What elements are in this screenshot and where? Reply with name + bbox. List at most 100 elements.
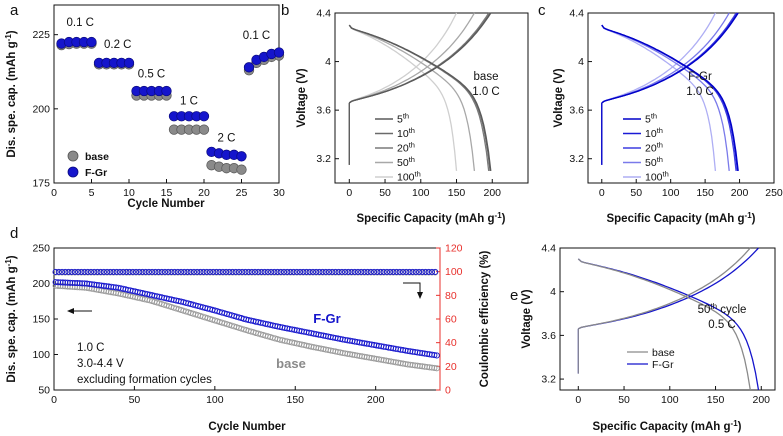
capacity-point-fgr xyxy=(431,352,438,359)
panel-c-ylabel: Voltage (V) xyxy=(553,68,565,127)
ce-point-fgr xyxy=(387,268,394,275)
y-tick-label: 3.2 xyxy=(541,374,556,386)
panel-e-ylabel: Voltage (V) xyxy=(521,289,533,348)
panel-a-ylabel: Dis. spe. cap. (mAh g-1) xyxy=(4,30,19,157)
ce-point-fgr xyxy=(255,268,262,275)
ce-point-fgr xyxy=(68,268,75,275)
ce-point-fgr xyxy=(325,268,333,275)
ce-point-fgr xyxy=(316,268,323,275)
ce-point-fgr xyxy=(187,268,194,275)
panel-e-curves xyxy=(577,247,760,391)
point-fgr xyxy=(243,62,255,73)
ce-point-fgr xyxy=(358,268,365,275)
ce-point-fgr xyxy=(55,268,62,275)
ce-point-fgr xyxy=(91,268,98,275)
ce-point-fgr xyxy=(223,268,230,275)
y2-tick-label: 40 xyxy=(445,337,457,349)
ce-point-fgr xyxy=(248,268,255,275)
y-tick-label: 200 xyxy=(32,278,50,290)
ce-point-fgr xyxy=(84,268,91,275)
panel-a: a 0 5 10 15 20 25 30 175 200 225 0.1 C 0.2 C 0.5 C 1… xyxy=(4,2,285,210)
x-tick-label: 0 xyxy=(575,394,581,406)
ce-point-fgr xyxy=(403,268,410,275)
ce-point-fgr xyxy=(309,268,316,275)
ce-point-fgr xyxy=(364,268,371,275)
x-tick-label: 200 xyxy=(753,394,771,406)
y-tick-label: 4.4 xyxy=(569,8,584,20)
point-base xyxy=(236,164,247,175)
panel-b-ylabel: Voltage (V) xyxy=(296,68,308,127)
panel-d: d 0 50 100 150 20050100150200250020406080100… xyxy=(4,225,492,433)
ce-point-fgr xyxy=(422,268,429,275)
legend-number: 20 xyxy=(397,143,409,155)
ce-point-fgr xyxy=(239,268,246,275)
panel-e-annotation-rest: cycle xyxy=(717,304,746,316)
ce-point-fgr xyxy=(116,268,123,275)
ce-point-fgr xyxy=(371,268,378,275)
panel-b-annotation-1: base xyxy=(474,71,499,83)
y-tick-label: 175 xyxy=(32,178,50,190)
y-tick-label: 4 xyxy=(325,56,331,68)
panel-e-annotation-sup: th xyxy=(710,302,717,311)
legend-label-5th: 5th xyxy=(397,111,409,126)
ce-point-fgr xyxy=(338,268,345,275)
x-tick-label: 150 xyxy=(286,394,304,406)
ce-point-fgr xyxy=(104,268,111,275)
left-arrow-head xyxy=(67,308,74,314)
point-fgr xyxy=(273,47,285,58)
rate-label: 0.2 C xyxy=(104,39,132,51)
legend-label-5th: 5th xyxy=(645,111,657,126)
panel-a-points xyxy=(56,36,285,175)
discharge-curve-20th xyxy=(348,24,490,171)
y-tick-label: 250 xyxy=(32,243,50,255)
panel-d-label: d xyxy=(10,225,18,242)
ce-point-fgr xyxy=(235,268,243,275)
ce-point-fgr xyxy=(197,268,204,275)
ce-point-fgr xyxy=(300,268,307,275)
panel-d-annotation-2: 3.0-4.4 V xyxy=(77,358,124,370)
ce-point-fgr xyxy=(313,268,320,275)
panel-c-annotation-1: F-Gr xyxy=(688,71,712,83)
ce-point-fgr xyxy=(345,268,352,275)
ce-point-fgr xyxy=(380,268,387,275)
ce-point-fgr xyxy=(377,268,384,275)
ce-point-fgr xyxy=(274,268,281,275)
y2-tick-label: 80 xyxy=(445,290,457,302)
ce-point-fgr xyxy=(335,268,342,275)
legend-superscript: th xyxy=(663,169,669,178)
ce-point-fgr xyxy=(280,268,288,275)
ce-point-fgr xyxy=(190,268,197,275)
x-tick-label: 50 xyxy=(630,187,642,199)
ce-point-fgr xyxy=(374,268,381,275)
x-tick-label: 100 xyxy=(412,187,430,199)
y-tick-label: 100 xyxy=(32,349,50,361)
x-tick-label: 150 xyxy=(707,394,725,406)
ce-point-fgr xyxy=(367,268,374,275)
y-tick-label: 150 xyxy=(32,314,50,326)
capacity-point-fgr xyxy=(433,352,440,359)
panel-d-points xyxy=(52,268,440,372)
ce-point-fgr xyxy=(194,268,201,275)
ce-point-fgr xyxy=(87,268,95,275)
legend-marker-fgr xyxy=(67,166,79,178)
panel-d-annotation-3: excluding formation cycles xyxy=(77,374,212,386)
legend-label-100th: 100th xyxy=(645,169,669,184)
x-tick-label: 200 xyxy=(483,187,501,199)
x-tick-label: 50 xyxy=(379,187,391,199)
ce-point-fgr xyxy=(213,268,220,275)
panel-d-annotation-1: 1.0 C xyxy=(77,342,105,354)
point-fgr xyxy=(236,151,247,162)
x-tick-label: 250 xyxy=(765,187,783,199)
panel-a-legend: base F-Gr xyxy=(67,150,109,179)
ce-point-fgr xyxy=(261,268,268,275)
legend-superscript: th xyxy=(657,155,663,164)
panel-a-xlabel: Cycle Number xyxy=(127,198,205,210)
panel-e-frame xyxy=(559,247,776,391)
ce-point-fgr xyxy=(139,268,146,275)
ce-point-fgr xyxy=(342,268,349,275)
ce-point-fgr xyxy=(52,268,59,275)
legend-label-base-e: base xyxy=(652,347,675,359)
ce-point-fgr xyxy=(271,268,278,275)
